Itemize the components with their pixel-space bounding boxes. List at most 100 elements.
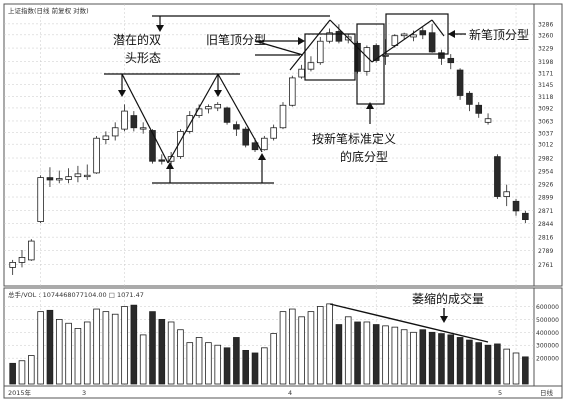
volume-bar — [28, 355, 35, 385]
x-label-4: 4 — [288, 389, 292, 397]
candle — [121, 104, 128, 132]
candle — [102, 131, 110, 145]
x-label-2015: 2015年 — [8, 388, 32, 397]
volume-bar — [93, 308, 100, 385]
candle — [270, 124, 277, 141]
volume-bar — [83, 321, 91, 385]
volume-bar — [205, 342, 212, 385]
volume-bar — [46, 309, 54, 385]
candle — [205, 104, 212, 114]
x-label-corner: 日线 — [540, 388, 554, 397]
chart-gridlines — [4, 4, 534, 386]
candle — [158, 154, 166, 165]
candle — [447, 54, 455, 70]
candle — [223, 106, 231, 125]
price-tick-label: 3118 — [538, 94, 553, 101]
candle — [139, 122, 147, 134]
volume-bar — [475, 342, 483, 385]
candle — [466, 91, 473, 112]
volume-bar — [363, 321, 371, 385]
label-new-top-fractal: 新笔顶分型 — [469, 27, 529, 42]
price-tick-label: 2816 — [538, 235, 553, 242]
price-tick-label: 2954 — [538, 169, 553, 176]
volume-bar — [9, 362, 16, 385]
volume-bar — [167, 321, 175, 385]
old-top-arrowhead — [156, 25, 164, 32]
candle — [149, 129, 156, 164]
volume-bar — [484, 344, 492, 385]
old-top-pointer-arrowhead — [298, 37, 305, 45]
volume-bar — [456, 337, 464, 385]
volume-bar — [65, 322, 72, 385]
price-tick-label: 2789 — [538, 248, 553, 255]
candle — [214, 102, 222, 112]
candle — [494, 154, 501, 199]
candle — [307, 56, 315, 72]
candle — [400, 32, 408, 40]
price-tick-label: 3063 — [538, 118, 553, 125]
candle — [484, 113, 492, 125]
volume-bar — [391, 326, 399, 385]
candle — [279, 102, 287, 130]
volume-bar — [316, 306, 324, 385]
volume-bar — [289, 308, 296, 385]
volume-bar — [251, 352, 259, 385]
volume-bar — [428, 331, 436, 385]
volume-bar — [326, 303, 333, 385]
volume-bar — [522, 356, 529, 385]
label-shrinking-volume: 萎缩的成交量 — [412, 291, 484, 306]
volume-bar — [186, 342, 194, 385]
candle — [37, 175, 44, 223]
volume-bar — [335, 324, 343, 385]
candle — [18, 249, 26, 268]
price-pane-title: 上证指数(日线 前复权 对数) — [8, 6, 89, 15]
label-potential-double-top-line1: 潜在的双 — [113, 32, 161, 47]
price-tick-label: 3286 — [538, 21, 553, 28]
price-tick-label: 3145 — [538, 82, 553, 89]
shrinking-volume-arrowhead — [440, 316, 448, 323]
price-tick-label: 2899 — [538, 195, 553, 202]
volume-bar — [195, 337, 203, 385]
price-tick-label: 2844 — [538, 221, 553, 228]
volume-tick-label: 300000 — [536, 343, 559, 350]
price-pane-frame — [3, 3, 535, 287]
volume-bar — [37, 311, 44, 385]
volume-bar-series — [9, 303, 529, 385]
price-tick-label: 3037 — [538, 130, 553, 137]
volume-bar — [400, 329, 408, 385]
candle — [111, 122, 119, 141]
volume-bar — [233, 337, 240, 385]
price-tick-label: 2761 — [538, 262, 553, 269]
price-tick-label: 3171 — [538, 71, 553, 78]
volume-bar — [74, 328, 82, 385]
candle — [363, 45, 371, 76]
volume-bar — [149, 311, 156, 385]
candle — [28, 239, 35, 261]
price-tick-label: 3092 — [538, 105, 553, 112]
label-potential-double-top-line2: 头形态 — [125, 51, 161, 65]
volume-tick-label: 600000 — [536, 304, 559, 311]
x-label-5: 5 — [498, 389, 502, 397]
candle — [512, 198, 520, 216]
new-bottom-arrowhead — [366, 102, 374, 109]
volume-bar — [111, 313, 119, 385]
volume-pane-title: 总手/VOL : 1074468077104.00 □ 1071.47 — [8, 290, 144, 299]
price-tick-label: 2871 — [538, 208, 553, 215]
candle — [326, 28, 333, 44]
old-top-fractal-annotation — [152, 15, 445, 81]
candle — [242, 126, 249, 148]
volume-bar — [438, 333, 445, 385]
candle — [316, 36, 324, 65]
time-axis-frame — [3, 385, 563, 399]
candle — [65, 168, 72, 184]
double-top-arrowheads — [118, 90, 266, 169]
new-top-arrowhead — [448, 30, 455, 38]
candle — [233, 121, 240, 136]
volume-bar — [466, 339, 473, 385]
volume-bar — [261, 347, 268, 385]
candle — [289, 75, 296, 107]
candle — [55, 170, 63, 184]
candle — [74, 165, 82, 183]
label-new-bottom-fractal-line2: 的底分型 — [340, 149, 388, 164]
